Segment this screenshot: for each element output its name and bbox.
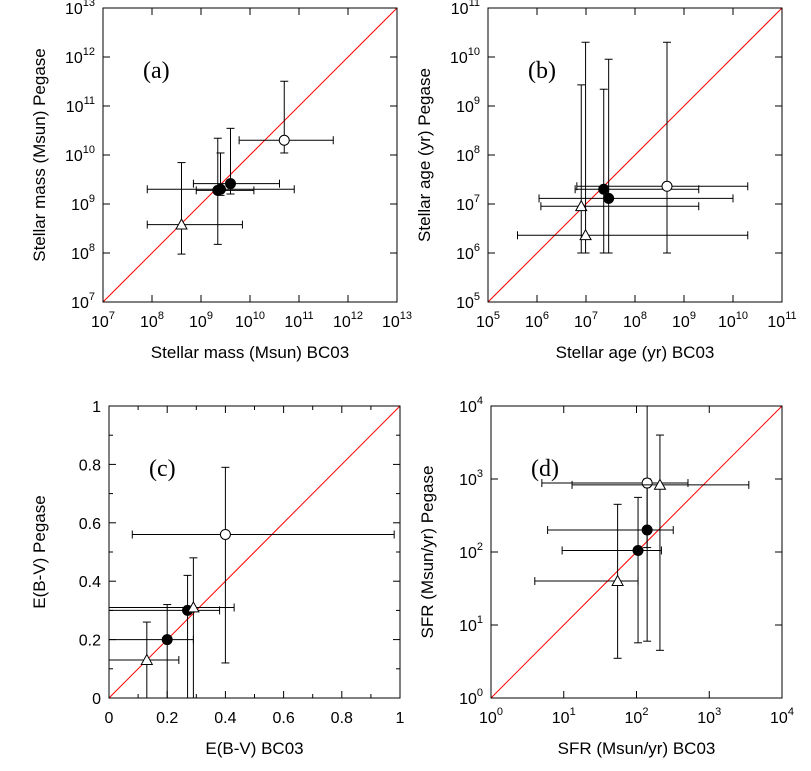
y-tick-label: 103 [459, 468, 483, 489]
panel-b: 105 106 107 108 109 1010 1011 105 106 107 108 109 10… [415, 0, 797, 362]
y-axis-label: SFR (Msun/yr) Pegase [418, 466, 437, 639]
x-tick-label: 107 [574, 310, 598, 331]
x-tick-label: 109 [189, 310, 213, 331]
x-axis-label: E(B-V) BC03 [205, 739, 303, 758]
data-point-open-triangle [187, 600, 200, 613]
x-tick-label: 0.6 [272, 710, 294, 727]
x-tick-label: 101 [552, 706, 576, 727]
x-axis-label: Stellar age (yr) BC03 [556, 343, 715, 362]
data-point-open-circle [219, 528, 231, 540]
x-tick-label: 108 [140, 310, 164, 331]
y-tick-label: 106 [456, 242, 480, 263]
x-tick-label: 1010 [235, 310, 265, 331]
y-axis-label: E(B-V) Pegase [30, 495, 49, 608]
y-axis-label: Stellar mass (Msun) Pegase [30, 48, 49, 262]
y-tick-label: 1010 [450, 46, 480, 67]
data-point-filled-circle [214, 183, 226, 195]
x-tick-label: 105 [476, 310, 500, 331]
data-point-filled-circle [598, 183, 610, 195]
data-point-filled-circle [161, 634, 173, 646]
identity-line [102, 7, 398, 303]
x-tick-label: 104 [770, 706, 794, 727]
y-tick-label: 105 [456, 291, 480, 312]
x-tick-label: 1010 [718, 310, 748, 331]
x-tick-label: 102 [625, 706, 649, 727]
y-tick-label: 0.6 [79, 516, 101, 533]
y-tick-label: 1 [92, 399, 101, 416]
panel-d: 100 101 102 103 104 100 101 102 103 104 SFR (Msun/… [418, 395, 794, 758]
panel-label: (a) [143, 58, 170, 84]
y-tick-label: 1010 [65, 144, 95, 165]
x-tick-label: 108 [623, 310, 647, 331]
data-point-open-triangle [574, 199, 588, 212]
data-point-open-triangle [611, 574, 624, 586]
data-point-filled-circle [603, 192, 615, 204]
x-axis-label: SFR (Msun/yr) BC03 [558, 739, 716, 758]
data-point-open-circle [661, 180, 673, 192]
x-tick-label: 1011 [284, 310, 313, 331]
x-tick-label: 1012 [333, 310, 363, 331]
x-tick-label: 0.2 [156, 710, 178, 727]
y-tick-label: 101 [459, 614, 483, 635]
y-tick-label: 102 [459, 541, 483, 562]
y-tick-label: 1011 [66, 95, 95, 116]
y-tick-label: 107 [71, 291, 95, 312]
y-tick-label: 109 [71, 193, 95, 214]
x-tick-label: 103 [697, 706, 721, 727]
y-tick-label: 108 [456, 144, 480, 165]
y-tick-label: 0 [92, 691, 101, 708]
data-point-open-triangle [140, 653, 154, 665]
panel-label: (d) [531, 456, 559, 482]
y-tick-label: 0.2 [79, 633, 101, 650]
x-tick-label: 0.8 [331, 710, 353, 727]
y-tick-label: 108 [71, 242, 95, 263]
data-point-open-triangle [175, 218, 188, 230]
y-tick-label: 107 [456, 193, 480, 214]
x-tick-label: 106 [525, 310, 549, 331]
x-tick-label: 109 [672, 310, 696, 331]
x-axis-label: Stellar mass (Msun) BC03 [151, 343, 349, 362]
data-point-open-circle [641, 477, 653, 489]
panel-label: (b) [528, 58, 556, 84]
y-tick-label: 104 [459, 395, 483, 416]
y-tick-label: 1013 [65, 0, 95, 18]
y-tick-label: 1011 [451, 0, 480, 18]
y-tick-label: 109 [456, 95, 480, 116]
x-tick-label: 100 [479, 706, 503, 727]
x-tick-label: 1011 [767, 310, 796, 331]
data-point-filled-circle [632, 544, 644, 556]
data-point-open-circle [278, 134, 290, 146]
data-point-filled-circle [225, 178, 237, 190]
y-axis-label: Stellar age (yr) Pegase [415, 68, 434, 242]
data-point-open-triangle [579, 228, 592, 241]
identity-line [487, 7, 783, 303]
x-tick-label: 1 [396, 710, 405, 727]
x-tick-label: 0.4 [214, 710, 236, 727]
x-tick-label: 1013 [382, 310, 412, 331]
y-tick-label: 0.4 [79, 574, 101, 591]
y-tick-label: 100 [459, 687, 483, 708]
y-tick-label: 0.8 [79, 457, 101, 474]
identity-line [108, 405, 401, 699]
panel-label: (c) [149, 456, 176, 482]
panel-c: 0 0.2 0.4 0.6 0.8 1 0 0.2 0.4 0.6 0.8 1 E(B-V) BC03 E… [30, 399, 405, 758]
panel-a: 107 108 109 1010 1011 1012 1013 107 108 109 1010 10… [30, 0, 412, 362]
x-tick-label: 107 [91, 310, 115, 331]
data-point-open-triangle [653, 478, 667, 490]
x-tick-label: 0 [105, 710, 114, 727]
y-tick-label: 1012 [65, 46, 95, 67]
